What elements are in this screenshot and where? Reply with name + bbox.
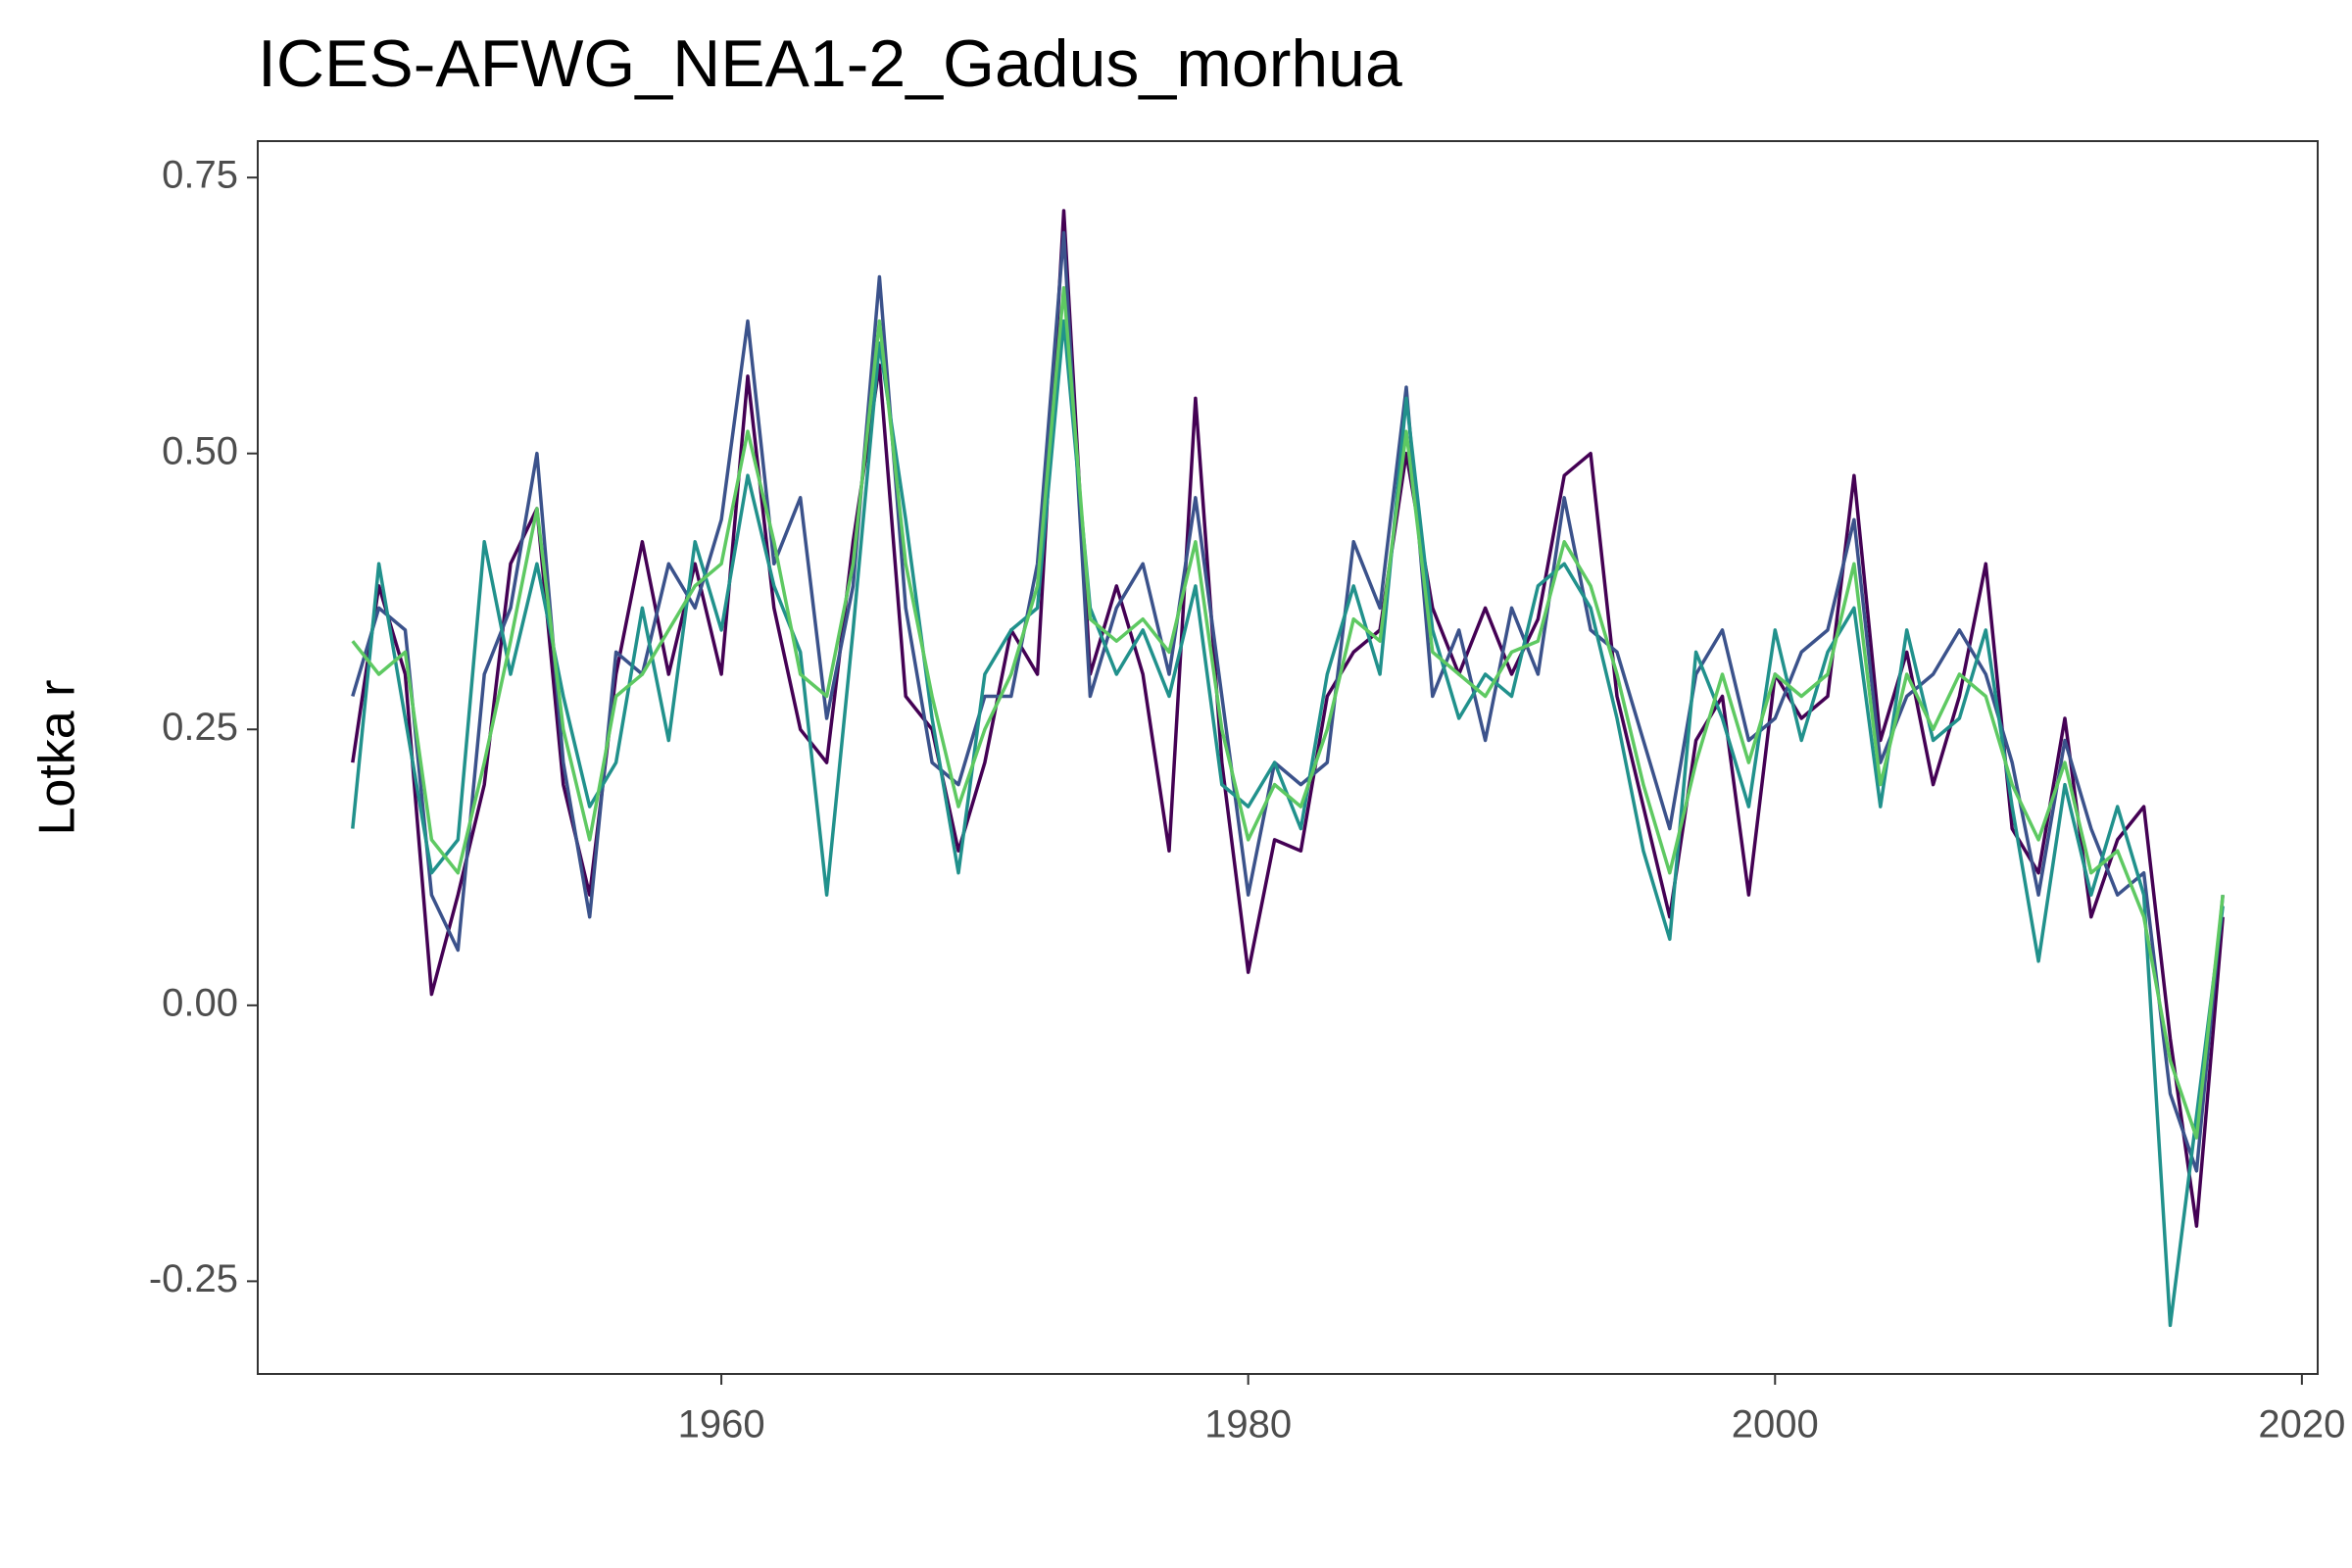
series-line	[351, 209, 2225, 1228]
y-tick-label: 0.50	[162, 429, 238, 472]
chart-title: ICES-AFWG_NEA1-2_Gadus_morhua	[258, 26, 1402, 101]
y-tick-label: 0.00	[162, 981, 238, 1024]
series-line	[351, 230, 2225, 1173]
y-axis-label: Lotka r	[29, 680, 86, 836]
x-tick-label: 2000	[1732, 1403, 1819, 1446]
x-tick-label: 1960	[678, 1403, 765, 1446]
panel-border	[257, 140, 2319, 1375]
x-tick-label: 2020	[2258, 1403, 2345, 1446]
series-line	[351, 286, 2225, 1140]
y-tick-label: 0.75	[162, 154, 238, 197]
x-tick-label: 1980	[1204, 1403, 1292, 1446]
y-tick-label: 0.25	[162, 706, 238, 749]
y-tick-label: -0.25	[149, 1257, 238, 1300]
